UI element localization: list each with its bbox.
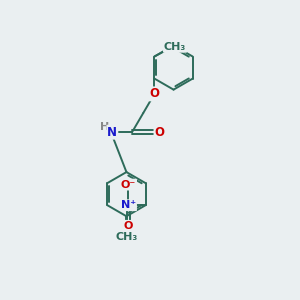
Text: O: O [149,87,159,101]
Text: O⁻: O⁻ [121,180,136,190]
Text: O: O [124,221,133,231]
Text: CH₃: CH₃ [115,232,138,242]
Text: N⁺: N⁺ [121,200,136,210]
Text: H: H [100,122,109,132]
Text: N: N [107,126,117,139]
Text: CH₃: CH₃ [164,42,186,52]
Text: O: O [155,126,165,139]
